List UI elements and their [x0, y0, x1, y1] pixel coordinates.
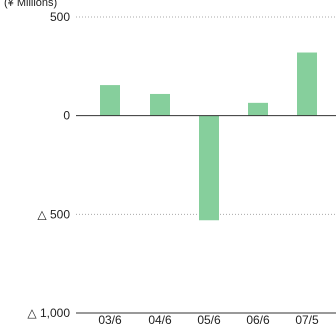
bar — [199, 115, 219, 221]
bar — [297, 52, 317, 116]
y-axis-unit-label: (¥ Millions) — [4, 0, 57, 9]
y-tick-label: 500 — [50, 10, 70, 24]
y-tick-labels: 500 0 △ 500 △ 1,000 — [27, 10, 70, 320]
bars — [100, 52, 317, 221]
x-tick-label: 06/6 — [246, 313, 270, 325]
y-tick-label: 0 — [63, 109, 70, 123]
x-tick-label: 05/6 — [197, 313, 221, 325]
y-tick-label: △ 1,000 — [27, 306, 70, 320]
x-tick-labels: 03/6 04/6 05/6 06/6 07/5 — [98, 313, 319, 325]
x-tick-label: 03/6 — [98, 313, 122, 325]
x-tick-label: 04/6 — [148, 313, 172, 325]
bar — [100, 85, 120, 116]
bar — [150, 93, 170, 116]
bar — [248, 102, 268, 116]
x-tick-label: 07/5 — [295, 313, 319, 325]
axes — [76, 115, 336, 314]
y-tick-label: △ 500 — [37, 207, 70, 221]
